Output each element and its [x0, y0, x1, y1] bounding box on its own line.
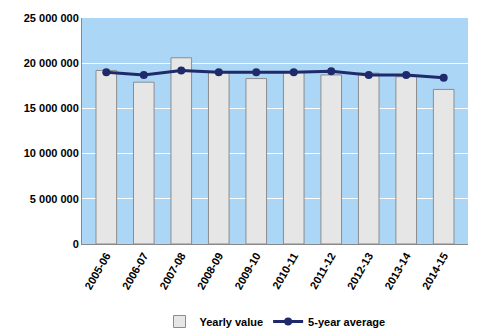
svg-text:2008-09: 2008-09 — [195, 250, 226, 291]
svg-text:2014-15: 2014-15 — [420, 250, 451, 291]
svg-text:0: 0 — [73, 238, 79, 250]
svg-text:2006-07: 2006-07 — [120, 250, 151, 291]
svg-text:5-year average: 5-year average — [308, 316, 385, 328]
svg-text:2009-10: 2009-10 — [232, 250, 263, 291]
svg-text:2007-08: 2007-08 — [157, 250, 188, 291]
svg-text:2005-06: 2005-06 — [82, 250, 113, 291]
svg-text:15 000 000: 15 000 000 — [24, 102, 79, 114]
svg-text:2010-11: 2010-11 — [270, 250, 300, 290]
svg-text:5 000 000: 5 000 000 — [30, 193, 79, 205]
svg-text:Yearly value: Yearly value — [200, 316, 264, 328]
svg-text:20 000 000: 20 000 000 — [24, 57, 79, 69]
svg-text:2012-13: 2012-13 — [345, 250, 376, 291]
svg-text:2013-14: 2013-14 — [382, 250, 413, 292]
svg-text:25 000 000: 25 000 000 — [24, 12, 79, 24]
svg-text:10 000 000: 10 000 000 — [24, 147, 79, 159]
svg-text:2011-12: 2011-12 — [307, 250, 337, 290]
